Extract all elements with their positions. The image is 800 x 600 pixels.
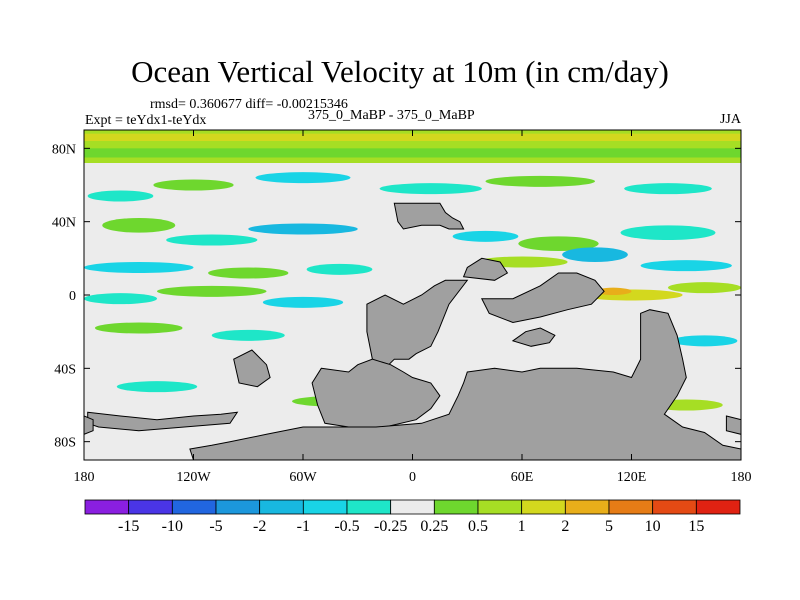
velocity-contour-25 xyxy=(211,329,285,341)
velocity-contour-2 xyxy=(255,172,351,184)
x-tick-label: 0 xyxy=(409,470,416,485)
axes: 180 120W 60W 0 60E 120E 180 80N 40N 0 40S 80S xyxy=(52,130,752,485)
y-tick-label: 40S xyxy=(54,362,76,377)
land-mass-1 xyxy=(366,279,469,373)
velocity-contour-12 xyxy=(84,262,194,273)
velocity-contour-1 xyxy=(153,179,234,191)
colorbar-label: 10 xyxy=(645,518,661,535)
colorbar-label: 15 xyxy=(688,518,704,535)
colorbar-swatch-5 xyxy=(302,499,348,515)
x-tick-label: 180 xyxy=(731,470,752,485)
velocity-band-2 xyxy=(84,148,741,158)
colorbar-label: -5 xyxy=(209,518,222,535)
velocity-contour-6 xyxy=(102,218,176,233)
colorbar-label: -2 xyxy=(253,518,266,535)
velocity-contour-20 xyxy=(262,296,344,308)
colorbar-swatch-7 xyxy=(390,499,435,515)
velocity-contours xyxy=(84,172,741,411)
velocity-contour-27 xyxy=(116,381,198,393)
velocity-contour-22 xyxy=(595,287,632,296)
velocity-band-1 xyxy=(84,133,741,141)
stats-text: rmsd= 0.360677 diff= -0.00215346 xyxy=(150,97,348,112)
velocity-contour-11 xyxy=(620,225,716,241)
colorbar-swatch-1 xyxy=(128,499,173,515)
land-mass-8 xyxy=(87,411,239,432)
colorbar-swatch-10 xyxy=(521,499,566,515)
season-label: JJA xyxy=(719,112,741,127)
velocity-contour-8 xyxy=(248,223,358,235)
velocity-contour-14 xyxy=(306,263,373,275)
colorbar: -15 -10 -5 -2 -1 -0.5 -0.25 0.25 0.5 1 2 5 10 15 xyxy=(84,499,741,535)
x-tick-label: 60W xyxy=(289,470,317,485)
x-tick-label: 120E xyxy=(617,470,647,485)
land-mass-5 xyxy=(233,349,271,388)
colorbar-label: -15 xyxy=(118,518,139,535)
colorbar-label: 0.25 xyxy=(420,518,448,535)
velocity-contour-7 xyxy=(166,234,258,246)
velocity-contour-16 xyxy=(562,247,628,262)
velocity-contour-4 xyxy=(485,175,595,187)
colorbar-label: 1 xyxy=(518,518,526,535)
colorbar-label: 2 xyxy=(561,518,569,535)
land-mass-2 xyxy=(462,257,509,281)
colorbar-label: 5 xyxy=(605,518,613,535)
chart-title: Ocean Vertical Velocity at 10m (in cm/da… xyxy=(131,54,669,89)
y-tick-label: 80N xyxy=(52,142,76,157)
velocity-contour-17 xyxy=(640,260,732,272)
x-tick-label: 60E xyxy=(511,470,534,485)
colorbar-swatch-6 xyxy=(346,499,392,515)
colorbar-swatch-2 xyxy=(171,499,217,515)
period-label: 375_0_MaBP - 375_0_MaBP xyxy=(308,108,475,123)
velocity-contour-5 xyxy=(624,183,712,195)
velocity-contour-0 xyxy=(87,190,154,202)
land-mass-10 xyxy=(84,415,94,435)
colorbar-swatch-14 xyxy=(695,499,741,515)
y-tick-label: 0 xyxy=(69,289,76,304)
colorbar-label: -10 xyxy=(162,518,183,535)
experiment-label: Expt = teYdx1-teYdx xyxy=(85,113,207,128)
x-tick-label: 120W xyxy=(176,470,211,485)
colorbar-swatch-4 xyxy=(259,499,304,515)
land-mass-6 xyxy=(311,358,441,428)
colorbar-label: -0.25 xyxy=(374,518,407,535)
x-tick-label: 180 xyxy=(74,470,95,485)
velocity-contour-9 xyxy=(452,230,519,242)
land-mass-3 xyxy=(480,272,605,324)
colorbar-swatch-0 xyxy=(84,499,130,515)
colorbar-swatch-3 xyxy=(215,499,261,515)
velocity-contour-3 xyxy=(379,183,482,195)
colorbar-swatch-11 xyxy=(564,499,610,515)
velocity-contour-24 xyxy=(94,322,183,334)
velocity-contour-19 xyxy=(157,285,267,297)
colorbar-label: 0.5 xyxy=(468,518,488,535)
velocity-contour-13 xyxy=(208,267,289,279)
velocity-contour-23 xyxy=(668,282,741,294)
land-mass-4 xyxy=(511,327,556,347)
colorbar-swatch-8 xyxy=(433,499,479,515)
land-mass-0 xyxy=(393,202,465,230)
map-plot-area xyxy=(84,130,741,460)
y-tick-label: 40N xyxy=(52,216,76,231)
colorbar-label: -1 xyxy=(297,518,310,535)
land-mass-9 xyxy=(725,415,741,435)
colorbar-label: -0.5 xyxy=(334,518,359,535)
velocity-contour-10 xyxy=(518,236,599,252)
velocity-contour-26 xyxy=(671,335,738,347)
y-tick-label: 80S xyxy=(54,436,76,451)
land-mass-7 xyxy=(189,309,741,460)
colorbar-swatch-12 xyxy=(608,499,654,515)
colorbar-swatch-9 xyxy=(477,499,523,515)
land-masses xyxy=(84,202,741,460)
colorbar-swatch-13 xyxy=(652,499,697,515)
velocity-contour-18 xyxy=(84,293,157,305)
